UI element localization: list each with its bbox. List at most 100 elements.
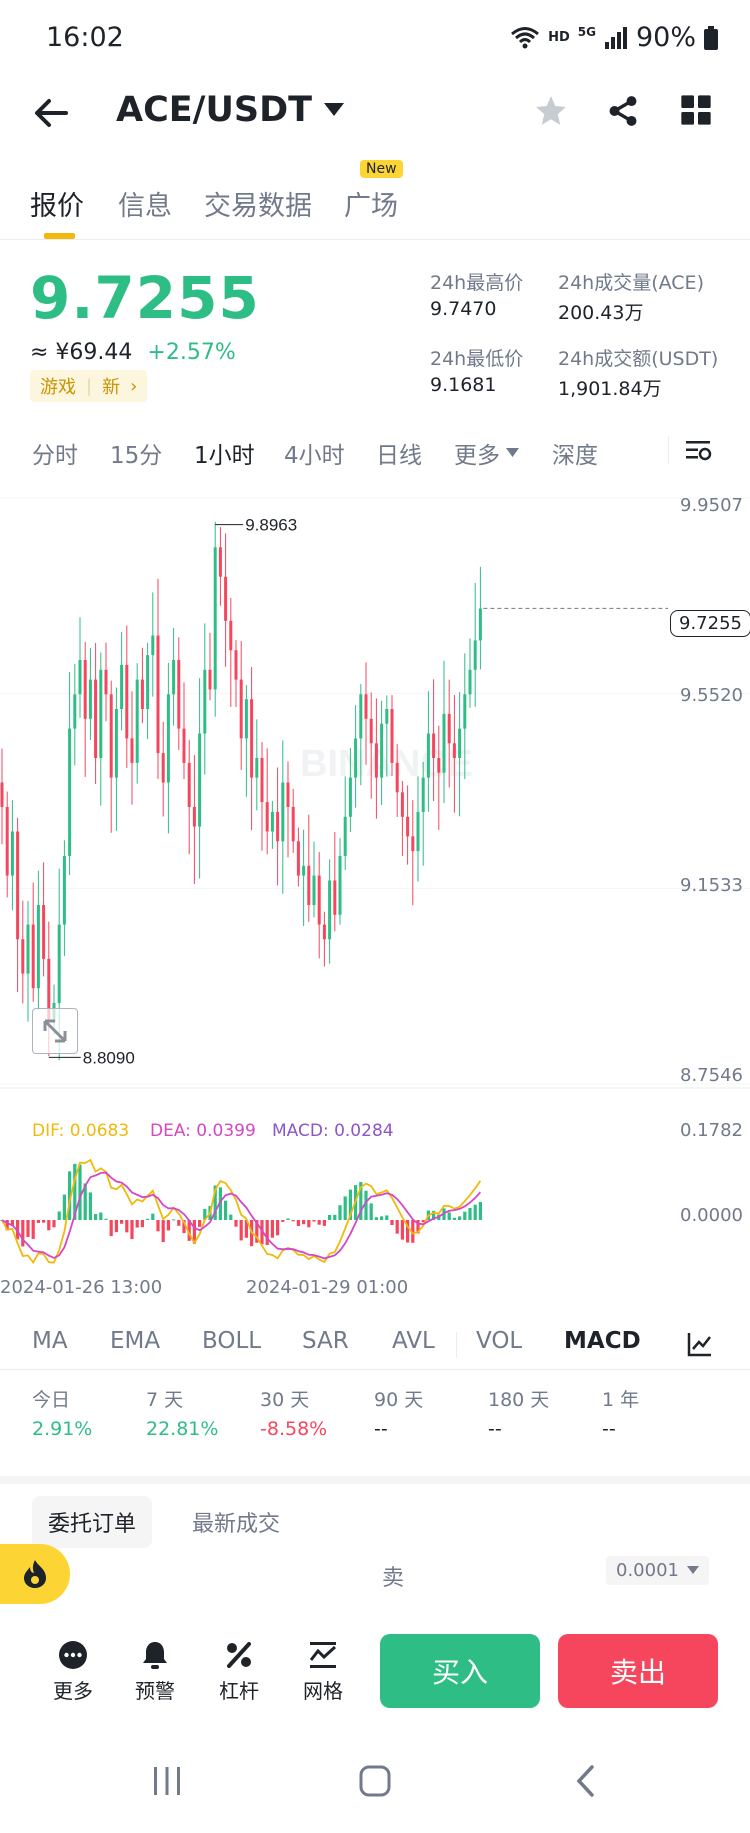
candle-body: [338, 855, 342, 915]
macd-histogram-bar: [31, 1220, 35, 1239]
macd-histogram-bar: [369, 1203, 373, 1220]
price-chart[interactable]: BINANCE 9.8963 8.8090 9.9507 9.5520 9.153…: [0, 480, 750, 1300]
perf-7d-label: 7 天: [146, 1389, 184, 1411]
candle-body: [302, 865, 306, 876]
candle-body: [400, 792, 404, 817]
amount-value: 1,901.84万: [558, 378, 662, 400]
interval-day[interactable]: 日线: [376, 443, 422, 469]
macd-histogram-bar: [68, 1171, 72, 1220]
candle-body: [364, 694, 368, 719]
chart-settings-icon[interactable]: [684, 436, 712, 464]
grid-trading-icon: [309, 1642, 337, 1668]
macd-histogram-bar: [151, 1213, 155, 1220]
indicator-chart-icon[interactable]: [686, 1330, 714, 1358]
recent-apps-icon[interactable]: [150, 1764, 184, 1798]
interval-1h[interactable]: 1小时: [194, 443, 255, 469]
indicator-vol[interactable]: VOL: [476, 1328, 523, 1354]
header: ACE/USDT: [0, 76, 750, 152]
macd-histogram-bar: [36, 1220, 40, 1223]
grid-button[interactable]: 网格: [288, 1640, 358, 1704]
dea-line: [1, 1171, 482, 1260]
candle-body: [317, 875, 321, 925]
status-bar: 16:02 HD 5G 90%: [0, 0, 750, 76]
tab-info[interactable]: 信息: [118, 191, 172, 222]
category-tag[interactable]: 游戏 | 新 ›: [30, 370, 148, 402]
indicator-boll[interactable]: BOLL: [202, 1328, 262, 1354]
candle-body: [31, 924, 35, 989]
candle-body: [432, 733, 436, 759]
macd-histogram-bar: [447, 1212, 451, 1220]
tag-new: 新: [102, 377, 121, 398]
macd-histogram-bar: [390, 1220, 394, 1226]
interval-4h[interactable]: 4小时: [284, 443, 345, 469]
macd-histogram-bar: [281, 1220, 285, 1222]
indicator-tabs: MA EMA BOLL SAR AVL VOL MACD: [0, 1320, 750, 1370]
last-price: 9.7255: [30, 264, 260, 332]
interval-more-label: 更多: [454, 443, 500, 469]
expand-chart-icon[interactable]: [32, 1008, 78, 1054]
interval-time[interactable]: 分时: [32, 443, 78, 469]
indicator-sar[interactable]: SAR: [302, 1328, 349, 1354]
macd-histogram-bar: [26, 1220, 30, 1237]
macd-histogram-bar: [374, 1217, 378, 1220]
candle-body: [166, 694, 170, 783]
indicator-ma[interactable]: MA: [32, 1328, 68, 1354]
macd-histogram-bar: [395, 1220, 399, 1234]
low-label: 24h最低价: [430, 348, 524, 370]
indicator-avl[interactable]: AVL: [392, 1328, 435, 1354]
interval-more[interactable]: 更多: [454, 436, 519, 470]
back-nav-icon[interactable]: [572, 1764, 600, 1798]
pair-selector[interactable]: ACE/USDT: [116, 90, 345, 130]
signal-icon: [604, 26, 627, 49]
candle-body: [120, 664, 124, 710]
macd-histogram-bar: [229, 1214, 233, 1220]
macd-histogram-bar: [52, 1220, 56, 1228]
tab-quote[interactable]: 报价: [30, 191, 84, 222]
star-icon[interactable]: [534, 94, 568, 128]
tab-square[interactable]: 广场: [344, 191, 398, 222]
floating-flame-button[interactable]: [0, 1544, 70, 1604]
candle-body: [385, 709, 389, 724]
macd-histogram-bar: [156, 1220, 160, 1232]
macd-histogram-bar: [88, 1192, 92, 1220]
more-button[interactable]: 更多: [38, 1640, 108, 1704]
tab-open-orders[interactable]: 委托订单: [32, 1496, 153, 1548]
alert-button[interactable]: 预警: [120, 1640, 190, 1704]
candle-body: [442, 713, 446, 773]
candle-body: [57, 924, 61, 1003]
macd-histogram-bar: [104, 1218, 108, 1220]
candle-body: [0, 782, 4, 807]
candle-body: [291, 806, 295, 842]
candle-body: [16, 831, 20, 940]
perf-30d-label: 30 天: [260, 1389, 310, 1411]
home-icon[interactable]: [358, 1764, 392, 1798]
indicator-macd[interactable]: MACD: [564, 1328, 641, 1354]
dif-line: [1, 1158, 482, 1265]
bell-icon: [143, 1642, 167, 1669]
precision-selector[interactable]: 0.0001: [606, 1556, 709, 1585]
macd-histogram-bar: [265, 1220, 269, 1246]
share-icon[interactable]: [606, 94, 640, 128]
macd-histogram-bar: [291, 1220, 295, 1222]
candle-body: [68, 728, 72, 856]
tab-latest-trades[interactable]: 最新成交: [192, 1512, 281, 1537]
interval-15m[interactable]: 15分: [110, 443, 163, 469]
dif-legend: DIF: 0.0683: [32, 1121, 130, 1141]
macd-histogram-bar: [411, 1220, 415, 1243]
candle-body: [447, 713, 451, 744]
back-arrow-icon[interactable]: [34, 98, 68, 128]
tab-trading-data[interactable]: 交易数据: [204, 191, 312, 222]
perf-180d-value: --: [488, 1418, 502, 1440]
volume-label: 24h成交量(ACE): [558, 272, 704, 294]
leverage-button[interactable]: 杠杆: [204, 1640, 274, 1704]
grid-layout-icon[interactable]: [680, 94, 712, 126]
sell-button[interactable]: 卖出: [558, 1634, 718, 1708]
candle-body: [83, 660, 87, 719]
perf-30d-value: -8.58%: [260, 1418, 328, 1440]
buy-button[interactable]: 买入: [380, 1634, 540, 1708]
tag-category: 游戏: [40, 377, 76, 398]
interval-depth[interactable]: 深度: [552, 443, 598, 469]
indicator-ema[interactable]: EMA: [110, 1328, 161, 1354]
candle-body: [250, 699, 254, 778]
candle-body: [426, 733, 430, 778]
